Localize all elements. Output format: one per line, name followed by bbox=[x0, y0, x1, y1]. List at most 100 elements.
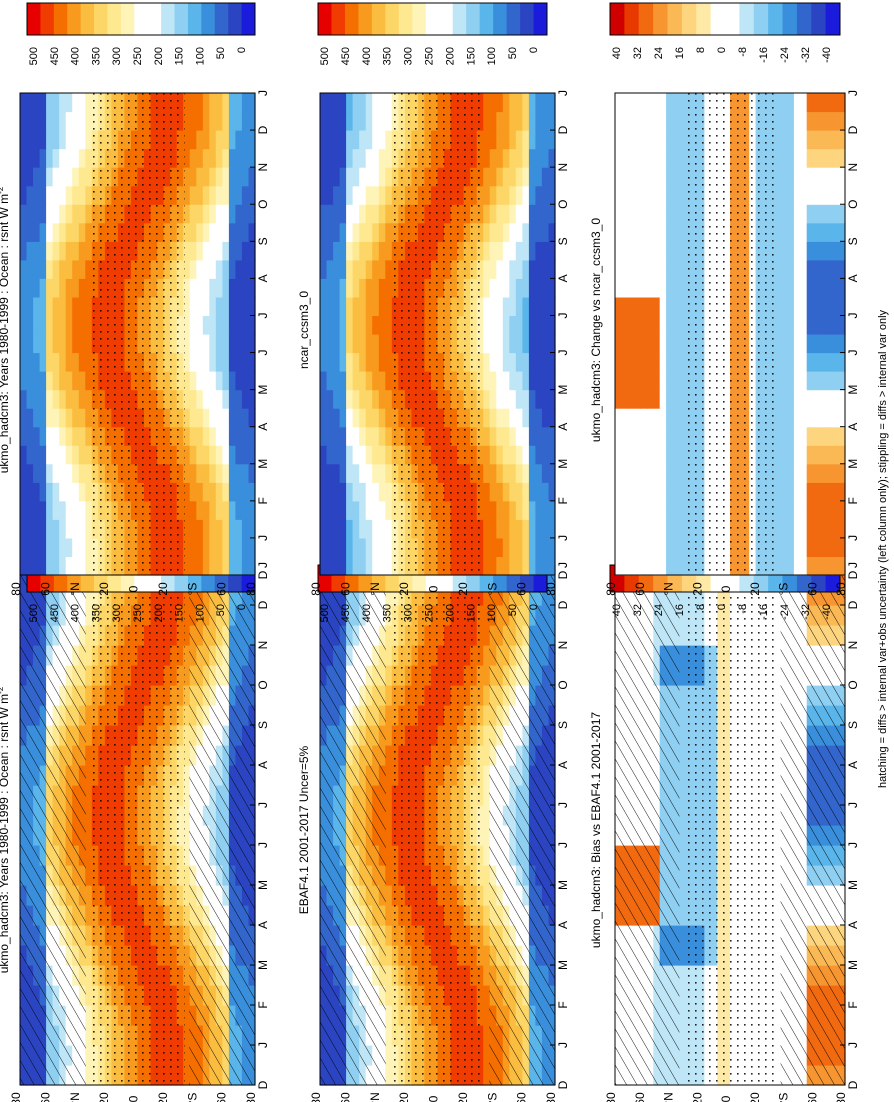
heatmap-cell bbox=[196, 167, 204, 187]
heatmap-cell bbox=[320, 463, 328, 483]
colorbar-tick-label: 350 bbox=[382, 47, 394, 65]
heatmap-cell bbox=[522, 352, 530, 372]
heatmap-cell bbox=[189, 334, 197, 354]
x-tick-label: F bbox=[256, 497, 270, 504]
heatmap-cell bbox=[72, 537, 80, 557]
heatmap-cell bbox=[359, 130, 367, 150]
heatmap-cell bbox=[333, 537, 341, 557]
x-tick-label: D bbox=[556, 600, 570, 609]
heatmap-cell bbox=[346, 278, 354, 298]
heatmap-cell bbox=[20, 259, 28, 279]
colorbar-tick-label: 450 bbox=[49, 604, 61, 622]
heatmap-cell bbox=[33, 259, 41, 279]
heatmap-cell bbox=[52, 426, 60, 446]
colorbar-swatch bbox=[120, 3, 135, 35]
heatmap-cell bbox=[509, 315, 517, 335]
heatmap-cell bbox=[372, 278, 380, 298]
colorbar-tick-label: 50 bbox=[215, 47, 227, 59]
heatmap-cell bbox=[196, 408, 204, 428]
heatmap-cell bbox=[202, 500, 210, 520]
heatmap-cell bbox=[483, 185, 491, 205]
heatmap-cell bbox=[202, 389, 210, 409]
heatmap-cell bbox=[483, 519, 491, 539]
heatmap-cell bbox=[235, 296, 243, 316]
heatmap-cell bbox=[365, 389, 373, 409]
heatmap-cell bbox=[215, 334, 223, 354]
heatmap-cell bbox=[365, 371, 373, 391]
heatmap-cell bbox=[372, 463, 380, 483]
heatmap-cell bbox=[20, 93, 28, 113]
heatmap-cell bbox=[59, 352, 67, 372]
heatmap-cell bbox=[515, 148, 523, 168]
heatmap-cell bbox=[65, 296, 73, 316]
heatmap-cell bbox=[209, 241, 217, 261]
heatmap-cell bbox=[378, 445, 386, 465]
x-tick-label: J bbox=[846, 802, 860, 808]
panel-frame bbox=[319, 92, 556, 576]
colorbar-swatch bbox=[147, 3, 162, 35]
colorbar-swatch bbox=[67, 3, 82, 35]
heatmap-cell bbox=[326, 408, 334, 428]
heatmap-cell bbox=[365, 445, 373, 465]
heatmap-cell bbox=[352, 185, 360, 205]
heatmap-cell bbox=[509, 352, 517, 372]
heatmap-cell bbox=[352, 445, 360, 465]
heatmap-cell bbox=[26, 556, 34, 576]
heatmap-cell bbox=[222, 334, 230, 354]
heatmap-cell bbox=[235, 148, 243, 168]
hatching-overlay bbox=[320, 565, 386, 1085]
heatmap-cell bbox=[372, 389, 380, 409]
heatmap-cell bbox=[502, 315, 510, 335]
heatmap-cell bbox=[502, 389, 510, 409]
heatmap-cell bbox=[215, 463, 223, 483]
colorbar-tick-label: 500 bbox=[28, 47, 40, 65]
heatmap-cell bbox=[183, 845, 191, 866]
heatmap-cell bbox=[515, 352, 523, 372]
heatmap-cell bbox=[85, 222, 93, 242]
heatmap-cell bbox=[39, 426, 47, 446]
heatmap-cell bbox=[78, 204, 86, 224]
colorbar-tick-label: 400 bbox=[361, 47, 373, 65]
heatmap-cell bbox=[26, 204, 34, 224]
x-tick-label: S bbox=[556, 721, 570, 729]
heatmap-cell bbox=[248, 111, 256, 131]
heatmap-cell bbox=[774, 1005, 782, 1026]
heatmap-cell bbox=[535, 315, 543, 335]
heatmap-cell bbox=[320, 519, 328, 539]
heatmap-cell bbox=[515, 111, 523, 131]
x-tick-label: A bbox=[256, 761, 270, 769]
heatmap-cell bbox=[502, 371, 510, 391]
colorbar-swatch bbox=[506, 3, 521, 35]
colorbar-swatch bbox=[520, 3, 534, 35]
heatmap-cell bbox=[183, 408, 191, 428]
heatmap-cell bbox=[209, 222, 217, 242]
x-tick-label: S bbox=[556, 237, 570, 245]
heatmap-cell bbox=[183, 645, 191, 666]
heatmap-cell bbox=[228, 408, 236, 428]
heatmap-cell bbox=[39, 519, 47, 539]
heatmap-cell bbox=[359, 482, 367, 502]
heatmap-cell bbox=[78, 389, 86, 409]
heatmap-cell bbox=[52, 519, 60, 539]
heatmap-cell bbox=[65, 278, 73, 298]
heatmap-cell bbox=[196, 371, 204, 391]
heatmap-cell bbox=[528, 500, 536, 520]
heatmap-cell bbox=[774, 865, 782, 886]
panel-title: EBAF4.1 2001-2017 Uncer=5% bbox=[297, 745, 311, 914]
heatmap-cell bbox=[385, 945, 393, 966]
heatmap-cell bbox=[33, 111, 41, 131]
heatmap-cell bbox=[183, 222, 191, 242]
heatmap-cell bbox=[502, 500, 510, 520]
heatmap-cell bbox=[496, 111, 504, 131]
heatmap-cell bbox=[52, 315, 60, 335]
heatmap-cell bbox=[535, 426, 543, 446]
heatmap-cell bbox=[385, 500, 393, 520]
heatmap-cell bbox=[528, 93, 536, 113]
heatmap-cell bbox=[189, 259, 197, 279]
heatmap-cell bbox=[365, 352, 373, 372]
colorbar-tick-label: 150 bbox=[465, 47, 477, 65]
heatmap-cell bbox=[202, 204, 210, 224]
heatmap-cell bbox=[483, 296, 491, 316]
heatmap-cell bbox=[326, 334, 334, 354]
heatmap-cell bbox=[678, 1045, 686, 1066]
